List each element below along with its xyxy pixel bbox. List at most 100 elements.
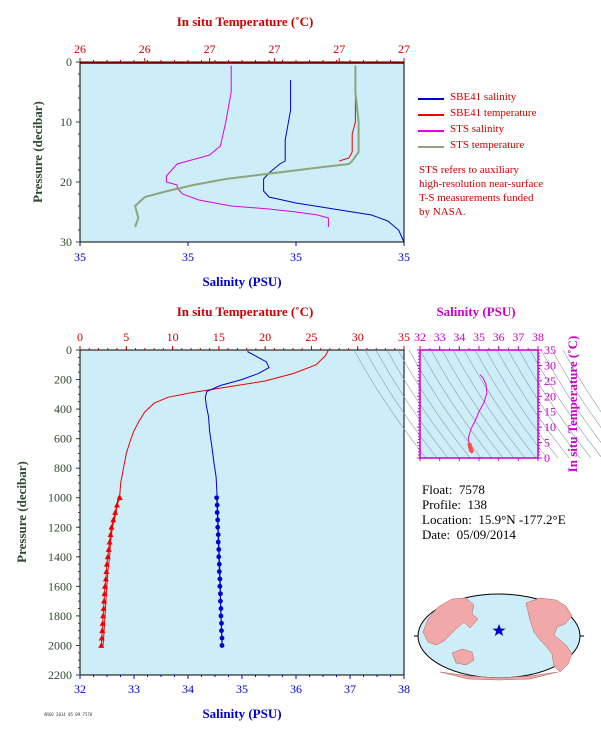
- tick-label: 20: [544, 389, 556, 403]
- data-point: [218, 591, 223, 597]
- legend-swatch: [418, 114, 444, 116]
- density-contour: [419, 349, 493, 459]
- tick-label: 1800: [48, 609, 72, 623]
- density-contour: [430, 349, 504, 459]
- legend-label: STS salinity: [450, 123, 505, 135]
- data-point: [215, 524, 221, 530]
- profile-label: Profile:: [422, 497, 461, 512]
- data-point: [116, 494, 123, 501]
- tick-label: 27: [204, 42, 216, 56]
- series-line: [263, 80, 405, 243]
- tick-label: 34: [182, 682, 194, 696]
- tick-label: 0: [77, 330, 83, 344]
- tick-label: 35: [290, 250, 302, 264]
- legend-label: SBE41 salinity: [450, 91, 517, 103]
- ts-diagram-plot-area: [420, 350, 538, 458]
- tick-label: 0: [544, 451, 550, 465]
- tick-label: 15: [213, 330, 225, 344]
- location-label: Location:: [422, 512, 472, 527]
- date-label: Date:: [422, 527, 451, 542]
- data-point: [98, 634, 105, 641]
- main-salinity-axis-title: Salinity (PSU): [202, 706, 281, 721]
- density-contour: [518, 349, 592, 459]
- tick-label: 35: [473, 330, 485, 344]
- data-point: [114, 501, 121, 508]
- tick-label: 26: [139, 42, 151, 56]
- tick-label: 37: [344, 682, 356, 696]
- tick-label: 37: [512, 330, 524, 344]
- data-point: [110, 516, 117, 523]
- tick-label: 1400: [48, 550, 72, 564]
- series-line: [165, 65, 329, 227]
- density-contour: [375, 349, 449, 459]
- legend-swatch: [418, 130, 444, 132]
- tick-label: 27: [268, 42, 280, 56]
- data-point: [216, 554, 222, 560]
- data-point: [214, 495, 220, 501]
- data-point: [112, 509, 119, 515]
- date-value: 05/09/2014: [456, 527, 516, 542]
- density-contour: [397, 349, 471, 459]
- data-point: [215, 517, 221, 523]
- tick-label: 20: [259, 330, 271, 344]
- data-point: [101, 590, 108, 597]
- density-contour: [485, 349, 559, 459]
- data-point: [99, 620, 106, 626]
- data-point: [218, 613, 224, 619]
- full-profile-panel: 0 5 10 15 20 25 30 35 32 33 34 35 36 37 38 0 200 400 600 80…: [14, 304, 410, 721]
- data-point: [216, 547, 222, 552]
- tick-label: 36: [290, 682, 302, 696]
- data-point: [108, 524, 115, 530]
- map-land-antarctica: [439, 671, 559, 681]
- data-point: [101, 597, 108, 604]
- legend-label: SBE41 temperature: [450, 107, 537, 119]
- data-point: [106, 538, 113, 545]
- note-line: by NASA.: [419, 206, 466, 218]
- data-point: [102, 575, 109, 582]
- data-point: [98, 642, 105, 648]
- tick-label: 38: [532, 330, 544, 344]
- density-contour: [540, 349, 601, 443]
- tick-label: 35: [74, 250, 86, 264]
- data-point: [105, 546, 112, 552]
- data-point: [215, 532, 221, 538]
- float-location-marker: [492, 624, 506, 636]
- data-point: [217, 576, 223, 582]
- tick-label: 30: [352, 330, 364, 344]
- tick-label: 30: [544, 358, 556, 372]
- date-row: Date: 05/09/2014: [422, 527, 566, 542]
- tick-label: 0: [66, 55, 72, 69]
- top-salinity-axis-title: Salinity (PSU): [202, 274, 281, 289]
- tick-label: 27: [333, 42, 345, 56]
- near-surface-panel: 26 26 27 27 27 27 35 35 35 35 0 10 20 30 In situ Temp…: [30, 14, 410, 289]
- data-point: [217, 583, 223, 589]
- tick-label: 400: [54, 402, 72, 416]
- tick-label: 35: [236, 682, 248, 696]
- tick-label: 25: [544, 374, 556, 388]
- tick-label: 2000: [48, 638, 72, 652]
- density-contour: [529, 349, 601, 458]
- data-point: [100, 605, 107, 611]
- main-pressure-axis-title: Pressure (decibar): [14, 461, 29, 563]
- tick-label: 10: [544, 420, 556, 434]
- density-contour: [452, 349, 526, 459]
- data-point: [215, 539, 221, 545]
- data-point: [219, 643, 225, 648]
- density-contour: [353, 349, 427, 459]
- tick-label: 33: [434, 330, 446, 344]
- density-contour: [551, 349, 601, 429]
- float-id: 7578: [458, 482, 485, 497]
- tick-label: 35: [182, 250, 194, 264]
- main-temperature-axis-title: In situ Temperature (˚C): [177, 304, 314, 319]
- full-profile-plot-area: [80, 350, 404, 675]
- tick-label: 36: [493, 330, 505, 344]
- tick-label: 33: [128, 682, 140, 696]
- tick-label: 34: [453, 330, 465, 344]
- tick-label: 32: [74, 682, 86, 696]
- tick-label: 200: [54, 373, 72, 387]
- density-contour: [507, 349, 581, 459]
- tick-label: 10: [60, 115, 72, 129]
- location-row: Location: 15.9°N -177.2°E: [422, 512, 566, 527]
- tick-label: 600: [54, 432, 72, 446]
